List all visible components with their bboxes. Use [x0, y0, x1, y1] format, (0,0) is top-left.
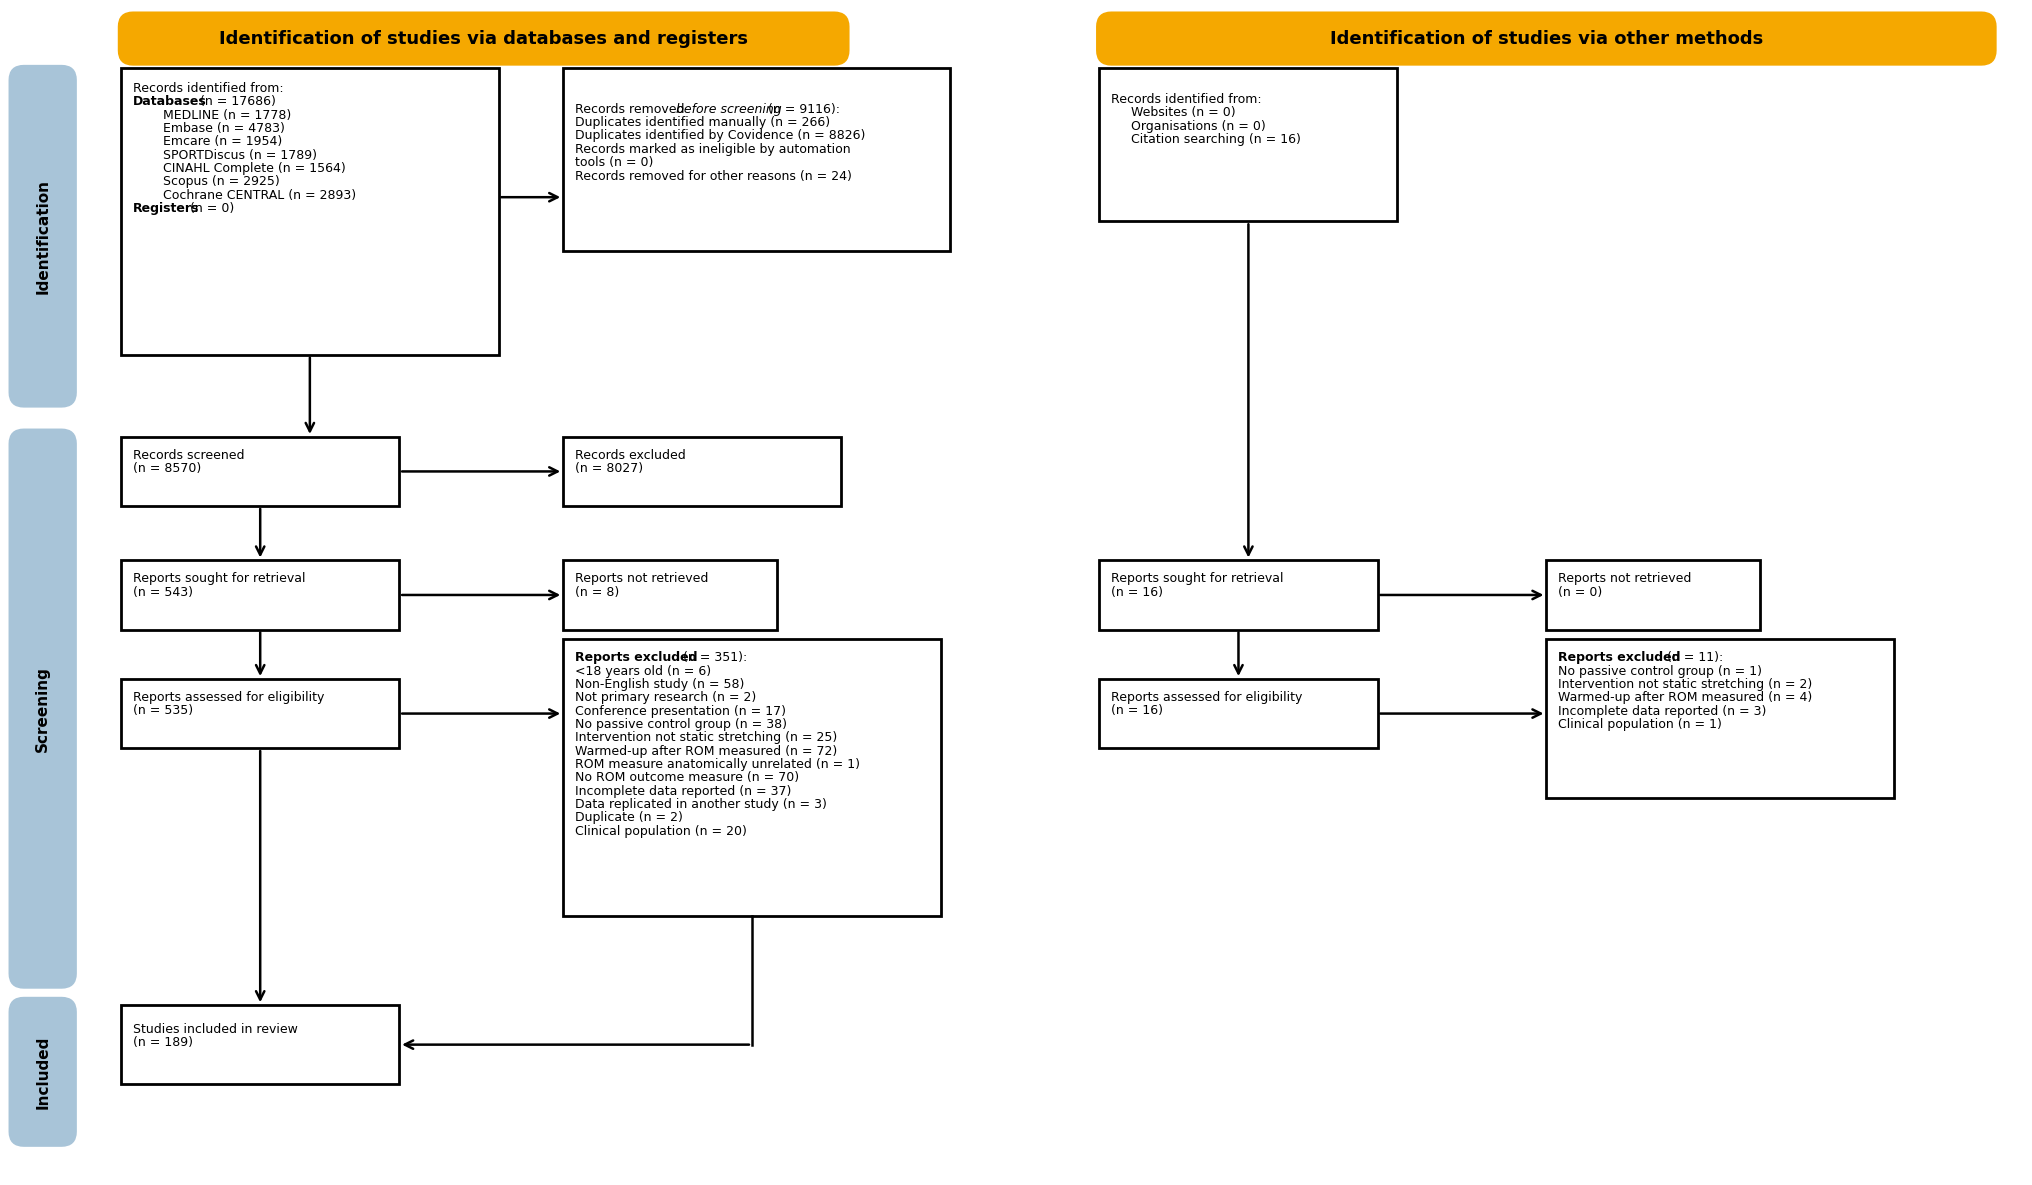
Text: Reports assessed for eligibility: Reports assessed for eligibility — [1112, 691, 1303, 704]
FancyBboxPatch shape — [1097, 13, 1995, 64]
Text: Duplicate (n = 2): Duplicate (n = 2) — [575, 812, 683, 825]
Text: Intervention not static stretching (n = 25): Intervention not static stretching (n = … — [575, 731, 837, 744]
Text: MEDLINE (n = 1778): MEDLINE (n = 1778) — [163, 109, 291, 122]
Text: Reports sought for retrieval: Reports sought for retrieval — [132, 572, 305, 585]
Text: Studies included in review: Studies included in review — [132, 1023, 299, 1036]
Text: Conference presentation (n = 17): Conference presentation (n = 17) — [575, 705, 786, 718]
Text: Incomplete data reported (n = 37): Incomplete data reported (n = 37) — [575, 784, 790, 798]
Text: (n = 8): (n = 8) — [575, 585, 620, 598]
Bar — [122, 437, 398, 506]
Text: Scopus (n = 2925): Scopus (n = 2925) — [163, 175, 280, 188]
Text: Clinical population (n = 20): Clinical population (n = 20) — [575, 825, 748, 838]
Text: tools (n = 0): tools (n = 0) — [575, 156, 654, 169]
Text: Records identified from:: Records identified from: — [132, 82, 284, 95]
Text: No ROM outcome measure (n = 70): No ROM outcome measure (n = 70) — [575, 771, 799, 784]
Text: (n = 9116):: (n = 9116): — [764, 103, 839, 116]
Text: Registers: Registers — [132, 203, 199, 216]
Text: <18 years old (n = 6): <18 years old (n = 6) — [575, 665, 711, 678]
FancyBboxPatch shape — [10, 66, 75, 406]
Text: Reports not retrieved: Reports not retrieved — [575, 572, 709, 585]
Text: Incomplete data reported (n = 3): Incomplete data reported (n = 3) — [1559, 705, 1766, 718]
Bar — [1546, 640, 1894, 798]
Text: Identification: Identification — [35, 179, 51, 294]
Bar — [563, 561, 776, 629]
Bar — [122, 1005, 398, 1084]
Bar — [122, 69, 498, 354]
Text: (n = 0): (n = 0) — [1559, 585, 1603, 598]
Text: No passive control group (n = 38): No passive control group (n = 38) — [575, 718, 786, 731]
Text: Records marked as ineligible by automation: Records marked as ineligible by automati… — [575, 143, 851, 156]
Text: (n = 535): (n = 535) — [132, 704, 193, 717]
Bar — [122, 561, 398, 629]
Text: Websites (n = 0): Websites (n = 0) — [1132, 107, 1235, 120]
Text: (n = 8027): (n = 8027) — [575, 462, 644, 475]
Text: (n = 0): (n = 0) — [185, 203, 234, 216]
Text: (n = 543): (n = 543) — [132, 585, 193, 598]
Text: Records removed: Records removed — [575, 103, 689, 116]
Text: (n = 16): (n = 16) — [1112, 585, 1164, 598]
Text: (n = 8570): (n = 8570) — [132, 462, 201, 475]
Text: (n = 189): (n = 189) — [132, 1036, 193, 1049]
Text: Duplicates identified manually (n = 266): Duplicates identified manually (n = 266) — [575, 116, 831, 129]
Text: Records removed for other reasons (n = 24): Records removed for other reasons (n = 2… — [575, 169, 851, 182]
Text: (n = 11):: (n = 11): — [1662, 652, 1723, 665]
Text: Cochrane CENTRAL (n = 2893): Cochrane CENTRAL (n = 2893) — [163, 188, 356, 201]
Text: Duplicates identified by Covidence (n = 8826): Duplicates identified by Covidence (n = … — [575, 129, 866, 142]
Text: Emcare (n = 1954): Emcare (n = 1954) — [163, 135, 282, 148]
Text: Warmed-up after ROM measured (n = 72): Warmed-up after ROM measured (n = 72) — [575, 744, 837, 757]
Text: Records screened: Records screened — [132, 449, 244, 462]
Bar — [1546, 561, 1760, 629]
Text: Records excluded: Records excluded — [575, 449, 685, 462]
Text: CINAHL Complete (n = 1564): CINAHL Complete (n = 1564) — [163, 162, 345, 175]
Text: Intervention not static stretching (n = 2): Intervention not static stretching (n = … — [1559, 678, 1813, 691]
Text: Reports not retrieved: Reports not retrieved — [1559, 572, 1693, 585]
Text: Screening: Screening — [35, 666, 51, 751]
Text: (n = 16): (n = 16) — [1112, 704, 1164, 717]
Bar — [563, 437, 841, 506]
Text: Citation searching (n = 16): Citation searching (n = 16) — [1132, 133, 1300, 146]
Text: Reports sought for retrieval: Reports sought for retrieval — [1112, 572, 1284, 585]
Bar — [1099, 561, 1378, 629]
FancyBboxPatch shape — [120, 13, 847, 64]
Text: Clinical population (n = 1): Clinical population (n = 1) — [1559, 718, 1723, 731]
Text: Databases: Databases — [132, 96, 207, 108]
Text: Not primary research (n = 2): Not primary research (n = 2) — [575, 691, 756, 704]
Text: Non-English study (n = 58): Non-English study (n = 58) — [575, 678, 744, 691]
Text: Embase (n = 4783): Embase (n = 4783) — [163, 122, 284, 135]
Text: Identification of studies via databases and registers: Identification of studies via databases … — [219, 30, 748, 47]
Text: Reports assessed for eligibility: Reports assessed for eligibility — [132, 691, 325, 704]
Bar — [563, 69, 951, 251]
Text: (n = 351):: (n = 351): — [679, 652, 748, 665]
Text: Organisations (n = 0): Organisations (n = 0) — [1132, 120, 1266, 133]
Text: Identification of studies via other methods: Identification of studies via other meth… — [1329, 30, 1764, 47]
Text: No passive control group (n = 1): No passive control group (n = 1) — [1559, 665, 1762, 678]
Text: Reports excluded: Reports excluded — [575, 652, 697, 665]
Text: (n = 17686): (n = 17686) — [195, 96, 276, 108]
FancyBboxPatch shape — [10, 430, 75, 987]
Bar — [563, 640, 941, 916]
Bar — [1099, 679, 1378, 748]
Text: Reports excluded: Reports excluded — [1559, 652, 1680, 665]
Text: Data replicated in another study (n = 3): Data replicated in another study (n = 3) — [575, 798, 827, 811]
Bar — [122, 679, 398, 748]
FancyBboxPatch shape — [10, 998, 75, 1146]
Text: SPORTDiscus (n = 1789): SPORTDiscus (n = 1789) — [163, 149, 317, 162]
Bar — [1099, 69, 1398, 222]
Text: Records identified from:: Records identified from: — [1112, 92, 1262, 105]
Text: Warmed-up after ROM measured (n = 4): Warmed-up after ROM measured (n = 4) — [1559, 691, 1813, 704]
Text: before screening: before screening — [677, 103, 782, 116]
Text: Included: Included — [35, 1036, 51, 1108]
Text: ROM measure anatomically unrelated (n = 1): ROM measure anatomically unrelated (n = … — [575, 758, 860, 771]
